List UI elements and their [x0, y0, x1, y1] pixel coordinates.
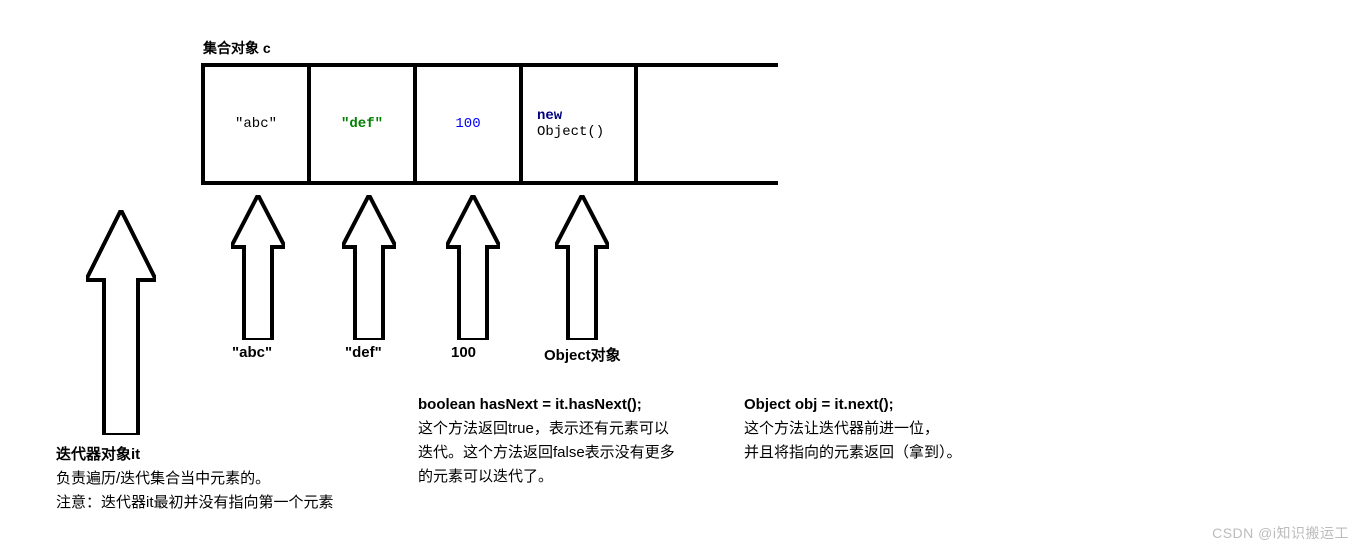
arrow-iterator — [86, 210, 156, 435]
watermark: CSDN @i知识搬运工 — [1212, 523, 1349, 543]
cell-2: 100 — [413, 65, 519, 183]
iterator-line1: 负责遍历/迭代集合当中元素的。 — [56, 467, 376, 491]
hasnext-line1: 这个方法返回true，表示还有元素可以 — [418, 417, 718, 441]
iterator-block: 迭代器对象it 负责遍历/迭代集合当中元素的。 注意：迭代器it最初并没有指向第… — [56, 443, 376, 515]
cell-0: "abc" — [201, 65, 307, 183]
label-100: 100 — [451, 344, 476, 361]
next-line1: 这个方法让迭代器前进一位， — [744, 417, 1024, 441]
hasnext-line3: 的元素可以迭代了。 — [418, 465, 718, 489]
arrow-def — [342, 195, 396, 340]
next-block: Object obj = it.next(); 这个方法让迭代器前进一位， 并且… — [744, 393, 1024, 465]
iterator-line2: 注意：迭代器it最初并没有指向第一个元素 — [56, 491, 376, 515]
hasnext-line2: 迭代。这个方法返回false表示没有更多 — [418, 441, 718, 465]
hasnext-heading: boolean hasNext = it.hasNext(); — [418, 393, 718, 417]
cell-2-label: 100 — [455, 116, 480, 132]
next-heading: Object obj = it.next(); — [744, 393, 1024, 417]
arrow-abc — [231, 195, 285, 340]
label-def: "def" — [345, 344, 382, 361]
cell-1-label: "def" — [341, 116, 383, 132]
cell-0-label: "abc" — [235, 116, 277, 132]
collection-title: 集合对象 c — [203, 38, 271, 58]
cell-1: "def" — [307, 65, 413, 183]
label-abc: "abc" — [232, 344, 272, 361]
cell-stub — [634, 65, 638, 183]
iterator-heading: 迭代器对象it — [56, 443, 376, 467]
cell-3-obj: Object() — [537, 124, 604, 140]
hasnext-block: boolean hasNext = it.hasNext(); 这个方法返回tr… — [418, 393, 718, 489]
arrow-object — [555, 195, 609, 340]
cell-3-new: new — [537, 108, 562, 124]
next-line2: 并且将指向的元素返回（拿到）。 — [744, 441, 1024, 465]
arrow-100 — [446, 195, 500, 340]
cell-3: new Object() — [519, 65, 634, 183]
label-object: Object对象 — [544, 344, 621, 365]
